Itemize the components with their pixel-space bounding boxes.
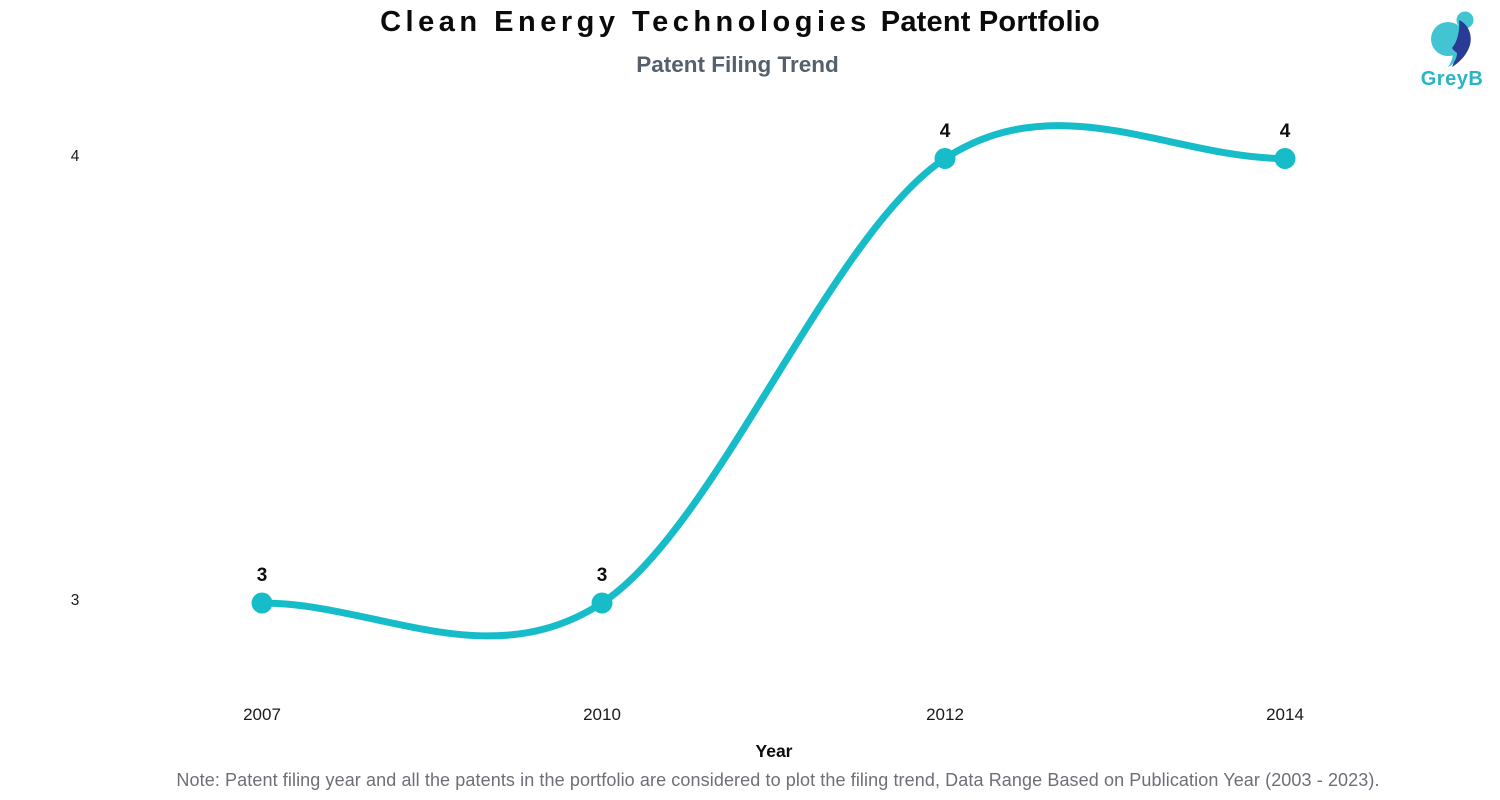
page-title: Clean Energy Technologies Patent Portfoli… [0,6,1480,39]
y-tick-4: 4 [70,147,80,165]
x-tick-2014: 2014 [1266,705,1304,724]
data-point [1274,148,1296,169]
data-point [251,592,273,614]
footnote: Note: Patent filing year and all the pat… [176,770,1380,790]
data-label-2010: 3 [596,565,608,586]
trend-line [258,122,1289,640]
chart-subtitle: Patent Filing Trend [636,52,839,77]
x-tick-2012: 2012 [926,705,964,724]
data-label-2012: 4 [939,120,951,142]
data-label-2014: 4 [1279,120,1291,142]
greyb-logo: GreyB [1416,8,1488,91]
data-label-2007: 3 [256,565,268,586]
x-tick-2007: 2007 [243,705,281,724]
data-point [591,592,613,614]
x-axis-title: Year [755,741,793,761]
greyb-logo-text: GreyB [1420,68,1484,90]
greyb-logo-icon [1431,11,1474,67]
title-company-part: Clean Energy Technologies [380,6,871,38]
x-tick-2010: 2010 [583,705,621,724]
y-tick-3: 3 [70,592,80,609]
title-rest-part: Patent Portfolio [880,6,1100,38]
data-point [934,148,956,169]
